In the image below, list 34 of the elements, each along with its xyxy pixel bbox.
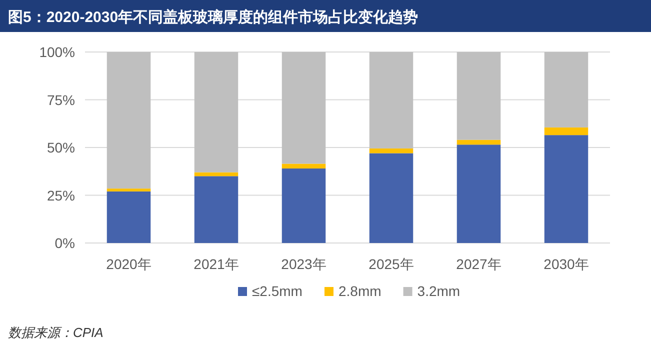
bar: [544, 127, 588, 136]
bar: [369, 52, 414, 148]
x-tick-label: 2027年: [456, 256, 502, 272]
x-tick-label: 2021年: [194, 256, 239, 272]
x-tick-label: 2025年: [368, 256, 414, 272]
legend-label: 2.8mm: [338, 283, 382, 299]
bar: [544, 52, 588, 128]
bar: [369, 153, 414, 243]
bar: [369, 148, 414, 154]
x-tick-label: 2020年: [106, 256, 152, 272]
bar: [194, 176, 238, 243]
bar: [456, 52, 501, 140]
bar: [456, 140, 501, 145]
legend-label: ≤2.5mm: [252, 283, 302, 299]
bar: [544, 135, 588, 243]
bar: [106, 52, 151, 189]
x-tick-label: 2030年: [544, 256, 589, 272]
bar: [194, 172, 238, 176]
bar: [282, 164, 326, 169]
bar: [282, 168, 326, 243]
bar: [194, 52, 238, 172]
y-tick-label: 100%: [39, 44, 75, 60]
y-tick-label: 75%: [46, 92, 75, 108]
x-tick-label: 2023年: [281, 256, 326, 272]
y-tick-label: 0%: [54, 235, 75, 251]
chart-title: 图5：2020-2030年不同盖板玻璃厚度的组件市场占比变化趋势: [8, 8, 418, 26]
y-tick-label: 25%: [46, 187, 75, 204]
bar: [106, 188, 151, 192]
bar: [282, 52, 326, 164]
bar: [106, 191, 151, 243]
source-note: 数据来源：CPIA: [8, 325, 104, 340]
bar: [456, 144, 501, 243]
legend-label: 3.2mm: [417, 283, 460, 299]
y-tick-label: 50%: [46, 140, 75, 156]
